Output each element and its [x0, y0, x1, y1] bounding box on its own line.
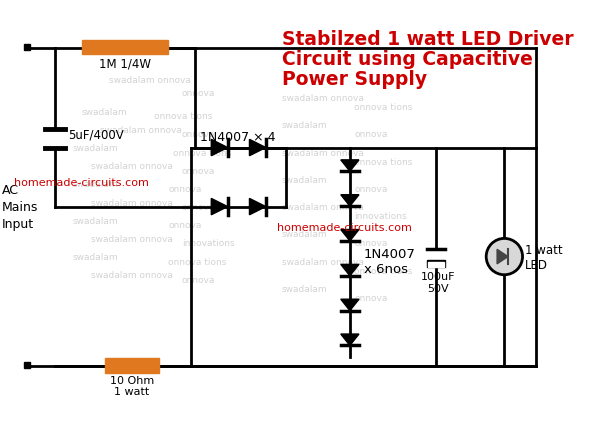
Text: swadalam: swadalam: [72, 253, 119, 262]
Polygon shape: [341, 161, 359, 172]
Text: swadalam onnova: swadalam onnova: [91, 162, 173, 171]
Polygon shape: [341, 265, 359, 276]
Text: onnova tions: onnova tions: [173, 148, 231, 157]
Text: swadalam: swadalam: [282, 176, 327, 184]
Text: onnova tions: onnova tions: [155, 112, 213, 121]
Text: AC
Mains
Input: AC Mains Input: [2, 184, 38, 230]
Bar: [428, 262, 445, 267]
Bar: [82, 41, 168, 55]
Text: onnova: onnova: [354, 239, 388, 248]
Text: swadalam: swadalam: [82, 107, 128, 116]
Text: swadalam: swadalam: [282, 230, 327, 239]
Text: 100uF
50V: 100uF 50V: [421, 271, 456, 293]
Text: innovations: innovations: [354, 212, 407, 221]
Text: onnova: onnova: [354, 293, 388, 302]
Text: swadalam onnova: swadalam onnova: [91, 271, 173, 279]
Text: Stabilzed 1 watt LED Driver: Stabilzed 1 watt LED Driver: [282, 30, 573, 49]
Text: onnova tions: onnova tions: [354, 266, 413, 275]
Text: onnova tions: onnova tions: [354, 157, 413, 166]
Text: 1 watt
LED: 1 watt LED: [525, 243, 563, 271]
Text: 5uF/400V: 5uF/400V: [68, 128, 124, 141]
Text: onnova tions: onnova tions: [354, 103, 413, 112]
Text: swadalam: swadalam: [72, 180, 119, 189]
Text: onnova: onnova: [168, 221, 201, 230]
Polygon shape: [211, 199, 228, 215]
Text: onnova: onnova: [182, 166, 215, 176]
Text: swadalam: swadalam: [72, 144, 119, 153]
Text: onnova: onnova: [354, 184, 388, 193]
Text: onnova: onnova: [182, 203, 215, 212]
Polygon shape: [249, 140, 266, 156]
Polygon shape: [341, 195, 359, 207]
Polygon shape: [211, 140, 228, 156]
Text: swadalam: swadalam: [282, 121, 327, 130]
Polygon shape: [341, 299, 359, 311]
Text: swadalam: swadalam: [282, 284, 327, 293]
Text: 1N4007
x 6nos: 1N4007 x 6nos: [363, 248, 416, 276]
Polygon shape: [249, 199, 266, 215]
Text: 1N4007 × 4: 1N4007 × 4: [200, 131, 276, 144]
Polygon shape: [341, 334, 359, 345]
Bar: [23, 45, 30, 51]
Text: Circuit using Capacitive: Circuit using Capacitive: [282, 50, 532, 69]
Polygon shape: [341, 230, 359, 242]
Text: innovations: innovations: [182, 239, 235, 248]
Text: swadalam onnova: swadalam onnova: [282, 257, 363, 266]
Text: onnova: onnova: [354, 130, 388, 139]
Text: swadalam: swadalam: [72, 216, 119, 225]
Text: swadalam onnova: swadalam onnova: [109, 76, 191, 85]
Text: Power Supply: Power Supply: [282, 70, 427, 89]
Text: onnova tions: onnova tions: [168, 257, 227, 266]
Text: homemade-circuits.com: homemade-circuits.com: [277, 222, 412, 232]
Text: onnova: onnova: [182, 89, 215, 98]
Text: swadalam onnova: swadalam onnova: [100, 126, 182, 135]
Text: swadalam onnova: swadalam onnova: [282, 203, 363, 212]
Text: homemade-circuits.com: homemade-circuits.com: [14, 178, 149, 187]
Polygon shape: [497, 250, 508, 264]
Text: onnova: onnova: [168, 184, 201, 193]
Text: swadalam onnova: swadalam onnova: [282, 148, 363, 157]
Circle shape: [486, 239, 523, 275]
Text: swadalam onnova: swadalam onnova: [91, 198, 173, 207]
Text: 1M 1/4W: 1M 1/4W: [98, 58, 150, 70]
Text: swadalam onnova: swadalam onnova: [91, 234, 173, 243]
Bar: [427, 261, 445, 268]
Bar: [104, 359, 159, 373]
Text: swadalam onnova: swadalam onnova: [282, 94, 363, 103]
Text: onnova: onnova: [182, 275, 215, 284]
Text: 10 Ohm
1 watt: 10 Ohm 1 watt: [110, 375, 154, 396]
Text: onnova: onnova: [182, 130, 215, 139]
Bar: [23, 362, 30, 368]
